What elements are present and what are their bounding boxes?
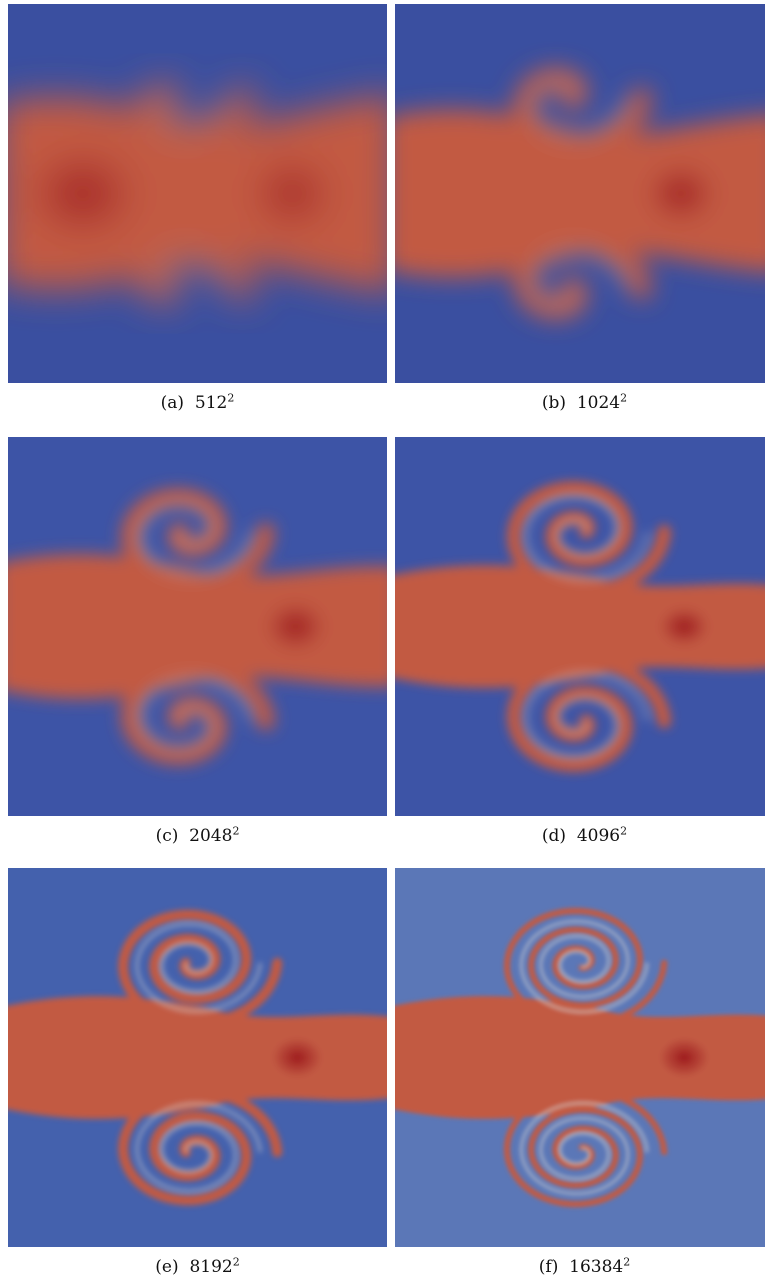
panel-b-image [395, 4, 765, 383]
caption-f-exponent: 2 [623, 1255, 631, 1269]
caption-f: (f) 163842 [395, 1255, 765, 1277]
caption-d-exponent: 2 [620, 824, 628, 838]
caption-b-resolution: 1024 [576, 393, 621, 413]
caption-f-resolution: 16384 [569, 1257, 624, 1277]
caption-b: (b) 10242 [395, 391, 765, 413]
caption-b-exponent: 2 [620, 391, 628, 405]
panel-e-image [8, 868, 387, 1247]
panel-d-image [395, 437, 765, 816]
caption-e-label: (e) [155, 1257, 179, 1277]
caption-f-label: (f) [538, 1257, 559, 1277]
caption-c-label: (c) [155, 826, 179, 846]
caption-e: (e) 81922 [8, 1255, 387, 1277]
caption-a-exponent: 2 [227, 391, 235, 405]
caption-c-resolution: 2048 [189, 826, 233, 846]
caption-e-resolution: 8192 [189, 1257, 233, 1277]
caption-a: (a) 5122 [8, 391, 387, 413]
caption-b-label: (b) [541, 393, 567, 413]
caption-c-exponent: 2 [232, 824, 240, 838]
panel-a-image [8, 4, 387, 383]
caption-c: (c) 20482 [8, 824, 387, 846]
caption-d-label: (d) [541, 826, 567, 846]
panel-c-image [8, 437, 387, 816]
caption-e-exponent: 2 [232, 1255, 240, 1269]
caption-d: (d) 40962 [395, 824, 765, 846]
caption-a-label: (a) [160, 393, 185, 413]
caption-a-resolution: 512 [194, 393, 228, 413]
caption-d-resolution: 4096 [576, 826, 621, 846]
panel-f-image [395, 868, 765, 1247]
